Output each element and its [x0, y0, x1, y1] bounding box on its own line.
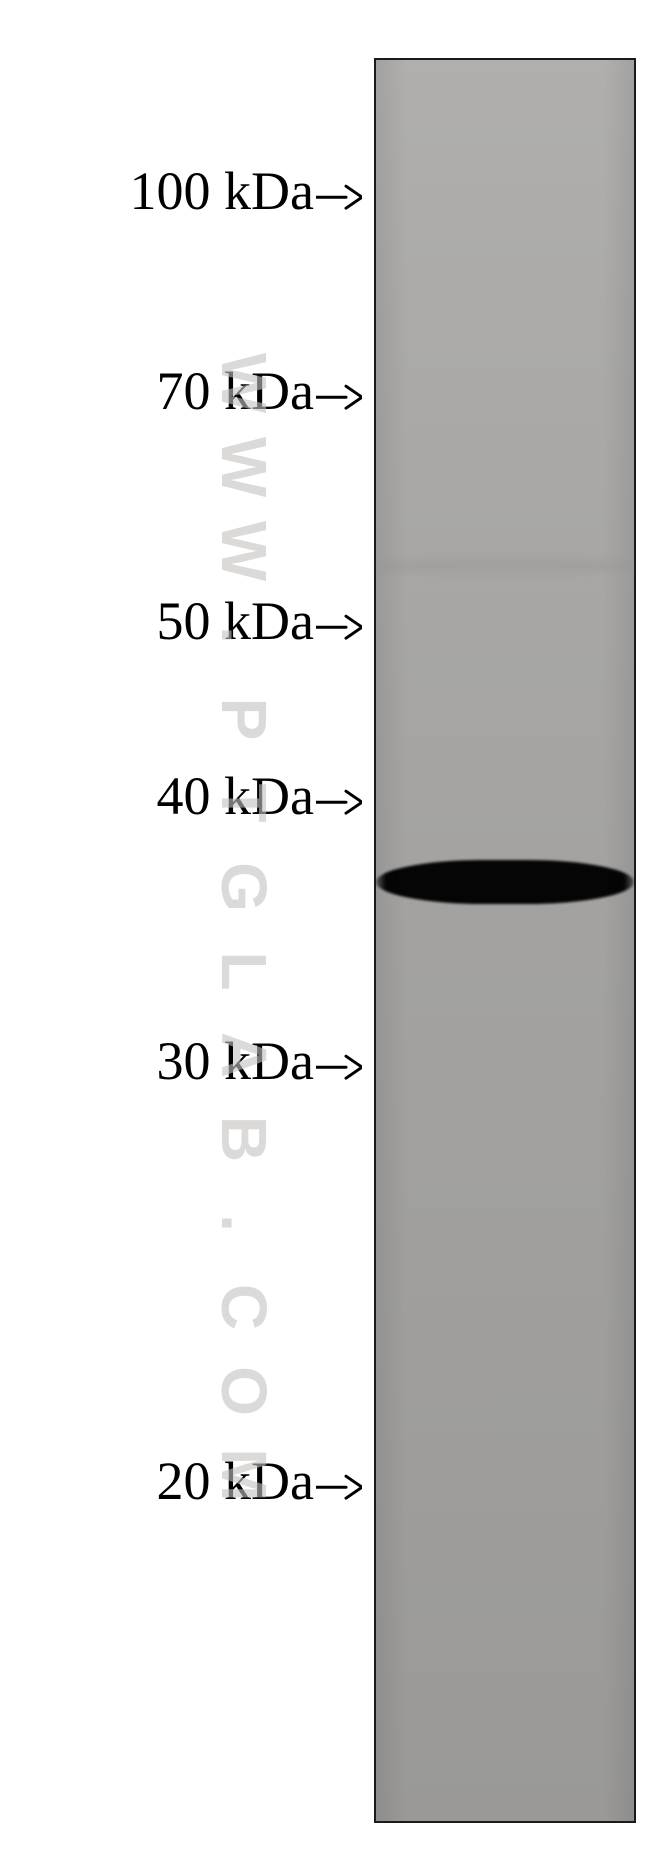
arrow-right-icon: [316, 1471, 362, 1503]
blot-lane: [374, 58, 636, 1823]
arrow-right-icon: [316, 181, 362, 213]
mw-marker-text: 30 kDa: [157, 1031, 314, 1091]
watermark-text: WWW.PTGLAB.COM: [213, 342, 275, 1518]
watermark-char: W: [202, 521, 286, 583]
watermark-char: B: [202, 1109, 286, 1171]
arrow-right-icon: [316, 611, 362, 643]
mw-marker-text: 20 kDa: [157, 1451, 314, 1511]
watermark-char: P: [202, 689, 286, 751]
mw-marker-4: 30 kDa: [157, 1030, 362, 1092]
mw-marker-text: 50 kDa: [157, 591, 314, 651]
watermark-char: W: [202, 437, 286, 499]
watermark-char: L: [202, 941, 286, 1003]
mw-marker-3: 40 kDa: [157, 765, 362, 827]
mw-marker-0: 100 kDa: [130, 160, 362, 222]
mw-marker-2: 50 kDa: [157, 590, 362, 652]
lane-gradient: [376, 60, 634, 1821]
western-blot-figure: 100 kDa 70 kDa 50 kDa 40 kDa 30 kDa 20 kDa WW…: [0, 0, 650, 1855]
arrow-right-icon: [316, 1051, 362, 1083]
watermark-char: O: [202, 1361, 286, 1423]
arrow-right-icon: [316, 786, 362, 818]
arrow-right-icon: [316, 381, 362, 413]
watermark-char: G: [202, 857, 286, 919]
mw-marker-text: 40 kDa: [157, 766, 314, 826]
watermark-char: .: [202, 1193, 286, 1255]
watermark-char: C: [202, 1277, 286, 1339]
protein-band: [376, 860, 634, 904]
mw-marker-text: 100 kDa: [130, 161, 314, 221]
mw-marker-1: 70 kDa: [157, 360, 362, 422]
mw-marker-text: 70 kDa: [157, 361, 314, 421]
mw-marker-5: 20 kDa: [157, 1450, 362, 1512]
faint-band: [376, 558, 634, 574]
